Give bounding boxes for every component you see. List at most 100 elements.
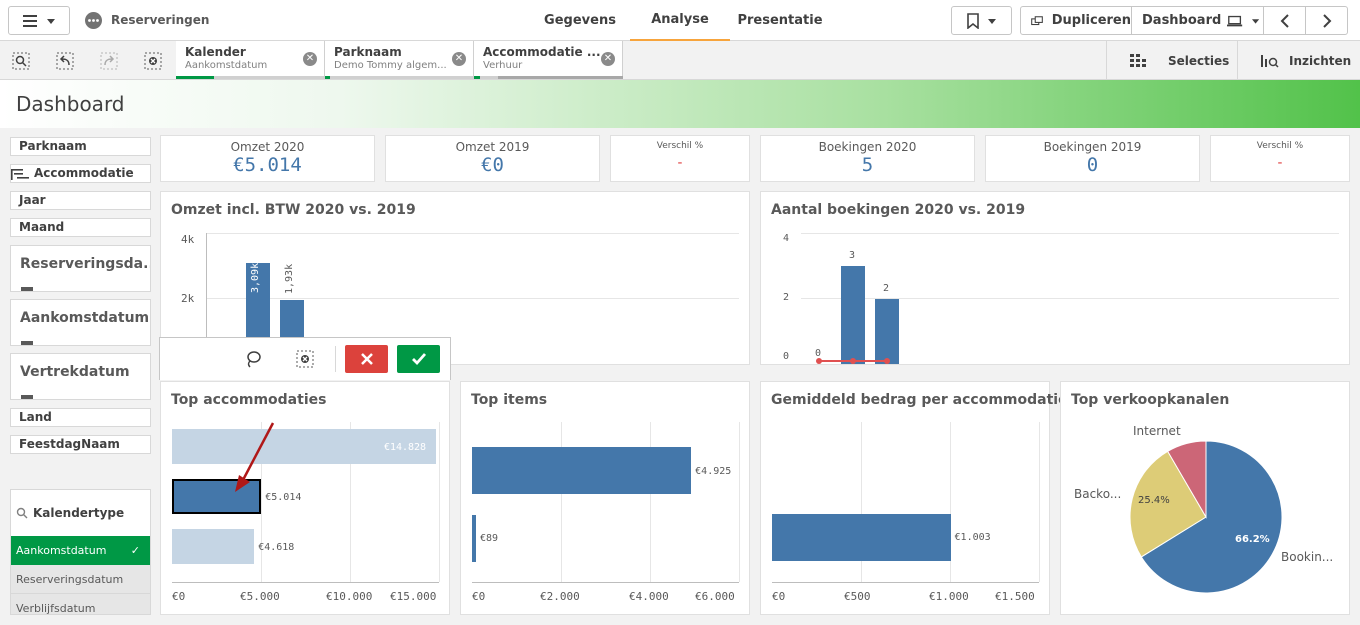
insights-icon[interactable] (1261, 53, 1279, 73)
bar[interactable] (172, 429, 436, 464)
chart-gemiddeld-bedrag[interactable]: Gemiddeld bedrag per accommodatie... €1.… (760, 381, 1084, 615)
kpi-verschil-omzet[interactable]: Verschil % - (610, 135, 750, 182)
bar[interactable] (875, 298, 899, 364)
x-axis (172, 582, 439, 583)
filter-reserveringsdatum[interactable]: Reserveringsda... (10, 245, 151, 292)
filter-land[interactable]: Land (10, 408, 151, 427)
kpi-verschil-boekingen[interactable]: Verschil % - (1210, 135, 1350, 182)
bar[interactable] (172, 529, 255, 564)
gridline (650, 422, 651, 582)
kpi-value: 5 (861, 154, 874, 176)
bar-selected[interactable] (172, 479, 262, 514)
selection-state-bar (474, 76, 623, 79)
gridline (1039, 422, 1040, 582)
kpi-boekingen-2019[interactable]: Boekingen 2019 0 (985, 135, 1200, 182)
filter-aankomstdatum[interactable]: Aankomstdatum (10, 299, 151, 346)
filter-parknaam[interactable]: Parknaam (10, 137, 151, 156)
next-sheet-button[interactable] (1305, 6, 1348, 35)
selection-bar: Kalender Aankomstdatum ✕ Parknaam Demo T… (0, 41, 1360, 80)
smart-search-icon[interactable] (12, 52, 30, 74)
sheet-dropdown-button[interactable]: Dashboard (1131, 6, 1264, 35)
list-item-selected[interactable]: Aankomstdatum ✓ (11, 536, 150, 565)
tab-presentatie[interactable]: Presentatie (737, 13, 823, 28)
kpi-label: Omzet 2020 (230, 140, 305, 154)
checkmark-icon: ✓ (130, 544, 140, 557)
step-forward-icon[interactable] (100, 52, 118, 74)
duplicate-button[interactable]: Dupliceren (1020, 6, 1132, 35)
kpi-omzet-2020[interactable]: Omzet 2020 €5.014 (160, 135, 375, 182)
kpi-label: Verschil % (1256, 141, 1304, 151)
sheet-dropdown-label: Dashboard (1142, 13, 1222, 28)
bar[interactable] (472, 447, 692, 494)
chart-top-items[interactable]: Top items €4.925 €89 €0 €2.000 €4.000 €6… (460, 381, 750, 615)
chart-top-accommodaties[interactable]: Top accommodaties €14.828 €5.014 €4.618 … (160, 381, 450, 615)
pie-chart[interactable] (1121, 432, 1291, 602)
chart-title: Gemiddeld bedrag per accommodatie... (771, 392, 1084, 408)
filter-accommodatie[interactable]: Accommodatie (10, 164, 151, 183)
sheet-title: Dashboard (16, 92, 125, 116)
close-icon (360, 353, 373, 365)
filter-label: Accommodatie (34, 166, 134, 180)
filter-maand[interactable]: Maand (10, 218, 151, 237)
duplicate-label: Dupliceren (1051, 13, 1131, 28)
x-axis (472, 582, 739, 583)
gridline (950, 422, 951, 582)
pie-slice[interactable] (1129, 450, 1207, 558)
bar[interactable] (472, 515, 476, 562)
chart-title: Omzet incl. BTW 2020 vs. 2019 (171, 202, 416, 218)
filter-jaar[interactable]: Jaar (10, 191, 151, 210)
chart-title: Top accommodaties (171, 392, 327, 408)
selection-chip-kalender[interactable]: Kalender Aankomstdatum ✕ (176, 41, 325, 79)
close-icon[interactable]: ✕ (452, 52, 466, 66)
chart-boekingen[interactable]: Aantal boekingen 2020 vs. 2019 4 2 0 0 3… (760, 191, 1350, 365)
inzichten-button[interactable]: Inzichten (1289, 54, 1352, 68)
selecties-button[interactable]: Selecties (1168, 54, 1230, 68)
list-item[interactable]: Reserveringsdatum (11, 565, 150, 594)
tab-analyse[interactable]: Analyse (630, 0, 730, 41)
selections-tool-icon[interactable] (1130, 53, 1146, 73)
clear-selection-icon[interactable] (296, 350, 314, 372)
kpi-omzet-2019[interactable]: Omzet 2019 €0 (385, 135, 600, 182)
clear-selections-icon[interactable] (144, 52, 162, 74)
list-item-label: Verblijfsdatum (16, 602, 96, 615)
x-tick-label: €6.000 (695, 590, 735, 603)
chart-top-verkoopkanalen[interactable]: Top verkoopkanalen Internet Backo... Boo… (1060, 381, 1350, 615)
data-label: €4.618 (258, 542, 295, 553)
bar[interactable] (772, 514, 951, 561)
close-icon[interactable]: ✕ (303, 52, 317, 66)
kpi-boekingen-2020[interactable]: Boekingen 2020 5 (760, 135, 975, 182)
cancel-selection-button[interactable] (345, 345, 388, 373)
list-item[interactable]: Verblijfsdatum (11, 594, 150, 615)
filter-feestdagnaam[interactable]: FeestdagNaam (10, 435, 151, 454)
data-label: €1.003 (954, 532, 991, 543)
x-axis (772, 582, 1039, 583)
confirm-selection-button[interactable] (397, 345, 440, 373)
bar[interactable] (841, 265, 865, 364)
tab-gegevens[interactable]: Gegevens (544, 13, 616, 28)
calendar-icon (21, 395, 33, 399)
slice-label: Internet (1133, 424, 1181, 438)
selection-chip-parknaam[interactable]: Parknaam Demo Tommy algem... ✕ (325, 41, 474, 79)
close-icon[interactable]: ✕ (601, 52, 615, 66)
step-back-icon[interactable] (56, 52, 74, 74)
previous-sheet-button[interactable] (1263, 6, 1306, 35)
kpi-value: - (1275, 155, 1285, 171)
drilldown-icon (11, 168, 29, 180)
chart-omzet[interactable]: Omzet incl. BTW 2020 vs. 2019 4k 2k 3,09… (160, 191, 750, 365)
kpi-label: Boekingen 2019 (1043, 140, 1142, 154)
lasso-icon[interactable] (245, 350, 261, 372)
app-more-icon[interactable] (85, 12, 102, 29)
bookmark-button[interactable] (951, 6, 1012, 35)
global-menu-button[interactable] (8, 6, 70, 35)
gridline (206, 233, 739, 234)
pie-slice[interactable] (1167, 440, 1207, 519)
chart-title: Aantal boekingen 2020 vs. 2019 (771, 202, 1026, 218)
filter-vertrekdatum[interactable]: Vertrekdatum (10, 353, 151, 400)
listbox-header[interactable]: Kalendertype (11, 490, 150, 536)
x-axis (801, 364, 1339, 365)
x-tick-label: €2.000 (540, 590, 580, 603)
pie-slice[interactable] (1140, 440, 1283, 594)
selection-chip-accommodatie[interactable]: Accommodatie ... Verhuur ✕ (474, 41, 623, 79)
selection-chip-value: Verhuur (483, 60, 523, 71)
selection-state-bar (325, 76, 473, 79)
